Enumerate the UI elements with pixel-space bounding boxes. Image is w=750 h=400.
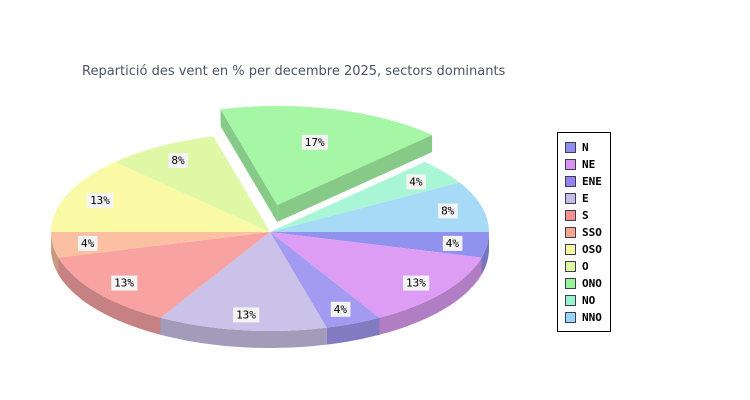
legend-label: O <box>582 260 589 273</box>
pie-label-NO: 4% <box>406 174 426 190</box>
pie-label-box <box>168 153 188 168</box>
legend-swatch-N <box>565 142 576 153</box>
pie-label-OSO: 13% <box>87 193 114 209</box>
legend-item-N: N <box>565 139 610 156</box>
pie-slice-SSO <box>51 232 270 258</box>
pie-label-SSO: 4% <box>78 235 98 251</box>
pie-label-text: 13% <box>406 277 426 290</box>
legend-label: S <box>582 209 589 222</box>
pie-slice-OSO <box>51 162 270 232</box>
legend-label: ENE <box>582 175 602 188</box>
legend-label: NO <box>582 294 596 307</box>
legend-label: SSO <box>582 226 602 239</box>
pie-label-text: 17% <box>305 136 325 149</box>
pie-slice-ONO <box>220 106 433 205</box>
legend-item-E: E <box>565 190 610 207</box>
pie-slice-O <box>115 136 270 232</box>
legend-swatch-NO <box>565 295 576 306</box>
pie-slice-NE <box>270 232 482 318</box>
pie-label-text: 13% <box>236 308 256 321</box>
legend-item-NE: NE <box>565 156 610 173</box>
pie-label-box <box>87 193 114 209</box>
legend-label: N <box>582 141 589 154</box>
pie-label-text: 4% <box>409 175 423 188</box>
legend-swatch-NE <box>565 159 576 170</box>
pie-label-text: 8% <box>171 154 185 167</box>
pie-label-text: 4% <box>446 237 460 250</box>
pie-label-box <box>233 307 260 323</box>
legend: N NE ENE E S SSO OSO O ONO NO NNO <box>557 132 611 332</box>
pie-slice-wall-E <box>160 317 327 348</box>
pie-label-O: 8% <box>168 153 188 168</box>
pie-label-text: 13% <box>90 194 110 207</box>
pie-slice-wall-ONO <box>277 135 433 222</box>
legend-item-OSO: OSO <box>565 241 610 258</box>
pie-slice-N <box>270 232 489 258</box>
legend-item-S: S <box>565 207 610 224</box>
legend-swatch-ONO <box>565 278 576 289</box>
chart-title: Repartició des vent en % per decembre 20… <box>82 64 506 79</box>
legend-item-NO: NO <box>565 292 610 309</box>
pie-label-NNO: 8% <box>438 203 458 219</box>
pie-label-ONO: 17% <box>301 134 328 150</box>
pie-slice-NNO <box>270 182 489 232</box>
pie-label-N: 4% <box>442 235 463 251</box>
pie-label-box <box>406 174 426 190</box>
legend-label: NNO <box>582 311 602 324</box>
pie-label-box <box>403 275 430 291</box>
pie-label-text: 4% <box>81 237 95 250</box>
legend-swatch-O <box>565 261 576 272</box>
pie-label-S: 13% <box>111 275 138 291</box>
pie-label-box <box>438 203 458 219</box>
pie-slice-wall-S <box>58 257 161 335</box>
pie-slice-S <box>58 232 270 318</box>
pie-label-text: 4% <box>334 303 348 316</box>
legend-swatch-ENE <box>565 176 576 187</box>
pie-slice-wall-NE <box>379 257 482 335</box>
legend-item-O: O <box>565 258 610 275</box>
legend-item-SSO: SSO <box>565 224 610 241</box>
pie-slice-E <box>160 232 327 331</box>
pie-label-box <box>78 235 98 251</box>
legend-label: E <box>582 192 589 205</box>
pie-slice-wall-ONO <box>220 109 278 222</box>
pie-label-E: 13% <box>233 307 260 323</box>
legend-swatch-E <box>565 193 576 204</box>
pie-label-box <box>442 235 463 251</box>
legend-item-ONO: ONO <box>565 275 610 292</box>
pie-label-ENE: 4% <box>330 301 351 317</box>
pie-slice-wall-SSO <box>51 232 59 275</box>
pie-slice-wall-N <box>481 232 489 275</box>
pie-label-NE: 13% <box>403 275 430 291</box>
legend-label: NE <box>582 158 596 171</box>
legend-label: OSO <box>582 243 602 256</box>
legend-swatch-OSO <box>565 244 576 255</box>
legend-swatch-S <box>565 210 576 221</box>
legend-swatch-SSO <box>565 227 576 238</box>
legend-label: ONO <box>582 277 602 290</box>
pie-label-box <box>111 275 138 291</box>
legend-swatch-NNO <box>565 312 576 323</box>
legend-item-ENE: ENE <box>565 173 610 190</box>
legend-item-NNO: NNO <box>565 309 610 326</box>
pie-slice-ENE <box>270 232 380 328</box>
pie-slice-wall-ENE <box>326 317 380 345</box>
pie-label-box <box>301 134 328 150</box>
pie-label-text: 8% <box>441 205 455 218</box>
pie-label-text: 13% <box>114 277 134 290</box>
pie-label-box <box>330 301 351 317</box>
